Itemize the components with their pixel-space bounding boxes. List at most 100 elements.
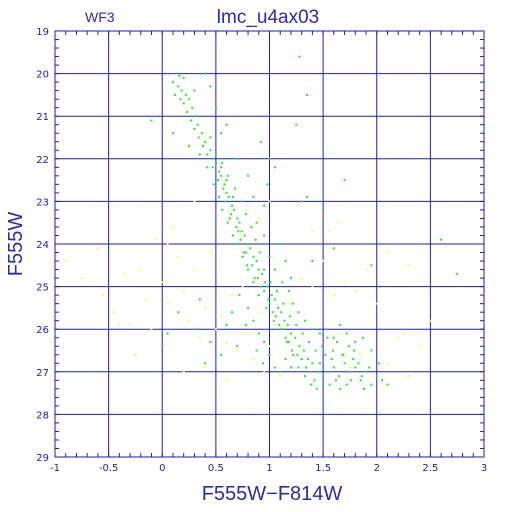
data-point-yellow: [241, 285, 244, 288]
data-point-green: [279, 328, 282, 331]
data-point-green: [237, 243, 240, 245]
data-point-green: [292, 353, 295, 356]
data-point-green: [292, 302, 295, 305]
data-point-green: [253, 277, 256, 280]
data-point-yellow: [214, 328, 217, 331]
data-point-green: [318, 362, 321, 365]
data-point-green: [241, 255, 244, 258]
data-point-yellow: [161, 281, 164, 284]
data-point-green: [190, 119, 193, 122]
data-point-yellow: [204, 366, 207, 369]
data-point-green: [257, 268, 260, 271]
data-point-yellow: [365, 268, 367, 271]
data-point-yellow: [182, 370, 185, 373]
data-point-green: [250, 226, 253, 228]
data-point-yellow: [418, 345, 421, 348]
data-point-green: [224, 200, 227, 203]
data-point-green: [354, 366, 357, 369]
data-point-green: [231, 204, 233, 207]
data-point-green: [233, 208, 236, 211]
data-point-green: [252, 255, 255, 258]
data-point-green: [350, 379, 352, 382]
data-point-green: [360, 375, 363, 378]
data-point-green: [268, 302, 271, 305]
data-point-green: [179, 98, 182, 101]
y-tick-label: 21: [36, 112, 49, 123]
data-point-green: [353, 349, 356, 352]
data-point-green: [258, 251, 261, 254]
data-point-yellow: [193, 200, 196, 203]
data-point-green: [198, 153, 201, 156]
data-point-yellow: [375, 302, 378, 305]
x-tick-label: 2.5: [422, 463, 438, 474]
data-point-green: [274, 315, 277, 318]
data-point-green: [263, 268, 266, 271]
data-point-green: [172, 132, 174, 135]
y-tick-label: 23: [36, 197, 49, 208]
data-point-yellow: [429, 319, 432, 322]
data-point-green: [220, 353, 223, 356]
data-point-green: [368, 366, 371, 369]
data-point-yellow: [155, 238, 158, 241]
data-point-green: [283, 319, 286, 322]
data-point-green: [285, 341, 288, 343]
data-point-green: [252, 196, 255, 199]
data-point-green: [347, 345, 350, 348]
data-point-green: [345, 332, 348, 335]
data-point-yellow: [263, 370, 266, 373]
data-point-green: [290, 332, 292, 335]
data-point-green: [456, 272, 459, 275]
data-point-green: [286, 323, 289, 326]
data-point-green: [175, 72, 178, 75]
data-point-green: [234, 187, 237, 190]
data-point-green: [318, 332, 321, 335]
data-point-green: [276, 289, 278, 292]
data-point-green: [225, 123, 228, 126]
data-point-green: [180, 89, 183, 92]
data-point-green: [218, 170, 221, 173]
data-point-yellow: [397, 336, 400, 339]
data-point-green: [259, 140, 262, 143]
data-point-yellow: [198, 336, 201, 339]
y-tick-label: 26: [36, 325, 49, 336]
data-point-green: [280, 311, 283, 314]
data-point-green: [316, 370, 319, 373]
data-point-green: [267, 298, 270, 301]
data-point-green: [284, 358, 287, 360]
data-point-yellow: [252, 358, 255, 360]
data-point-green: [327, 370, 330, 373]
data-point-green: [332, 336, 335, 339]
data-point-green: [273, 366, 276, 369]
x-tick-label: -0.5: [99, 463, 119, 474]
y-tick-label: 25: [36, 283, 49, 294]
data-point-green: [298, 345, 301, 348]
data-point-yellow: [80, 277, 83, 280]
data-point-green: [273, 298, 276, 301]
data-point-green: [244, 213, 247, 216]
data-point-green: [306, 196, 308, 199]
data-point-yellow: [327, 230, 330, 233]
data-point-green: [296, 353, 299, 356]
data-point-yellow: [123, 272, 126, 275]
data-point-green: [244, 323, 247, 326]
data-point-green: [252, 319, 255, 322]
x-tick-label: 1: [266, 463, 272, 474]
data-point-yellow: [193, 268, 196, 271]
data-point-yellow: [102, 294, 105, 297]
data-point-yellow: [145, 298, 148, 301]
data-point-green: [238, 294, 241, 297]
data-point-green: [287, 289, 290, 292]
data-point-yellow: [118, 323, 121, 326]
data-point-green: [370, 383, 373, 386]
x-tick-label: -1: [50, 463, 60, 474]
data-point-green: [221, 208, 224, 211]
x-tick-label: 3: [481, 463, 487, 474]
data-point-green: [322, 208, 325, 211]
data-point-green: [375, 375, 378, 378]
data-point-green: [309, 370, 312, 373]
data-point-green: [262, 362, 265, 365]
data-point-green: [295, 323, 298, 326]
data-point-yellow: [332, 294, 335, 297]
data-point-green: [287, 341, 290, 343]
data-point-green: [193, 128, 196, 130]
